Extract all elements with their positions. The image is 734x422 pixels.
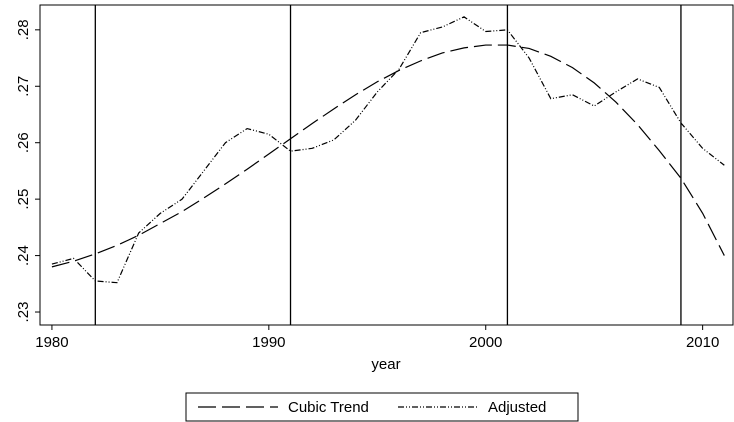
- series-line: [51, 16, 725, 284]
- y-tick-label: .26: [15, 132, 32, 153]
- legend-label: Cubic Trend: [288, 399, 369, 416]
- x-tick-label: 1980: [35, 334, 68, 351]
- plot-frame: [39, 4, 734, 326]
- x-tick-label: 2010: [686, 334, 719, 351]
- x-axis-label: year: [371, 356, 400, 373]
- y-tick-label: .24: [15, 245, 32, 266]
- y-tick-label: .25: [15, 189, 32, 210]
- y-tick-label: .28: [15, 19, 32, 40]
- legend-label: Adjusted: [488, 399, 546, 416]
- x-tick-label: 2000: [469, 334, 502, 351]
- y-tick-label: .23: [15, 302, 32, 323]
- y-tick-label: .27: [15, 76, 32, 97]
- series-line: [51, 44, 725, 268]
- x-tick-label: 1990: [252, 334, 285, 351]
